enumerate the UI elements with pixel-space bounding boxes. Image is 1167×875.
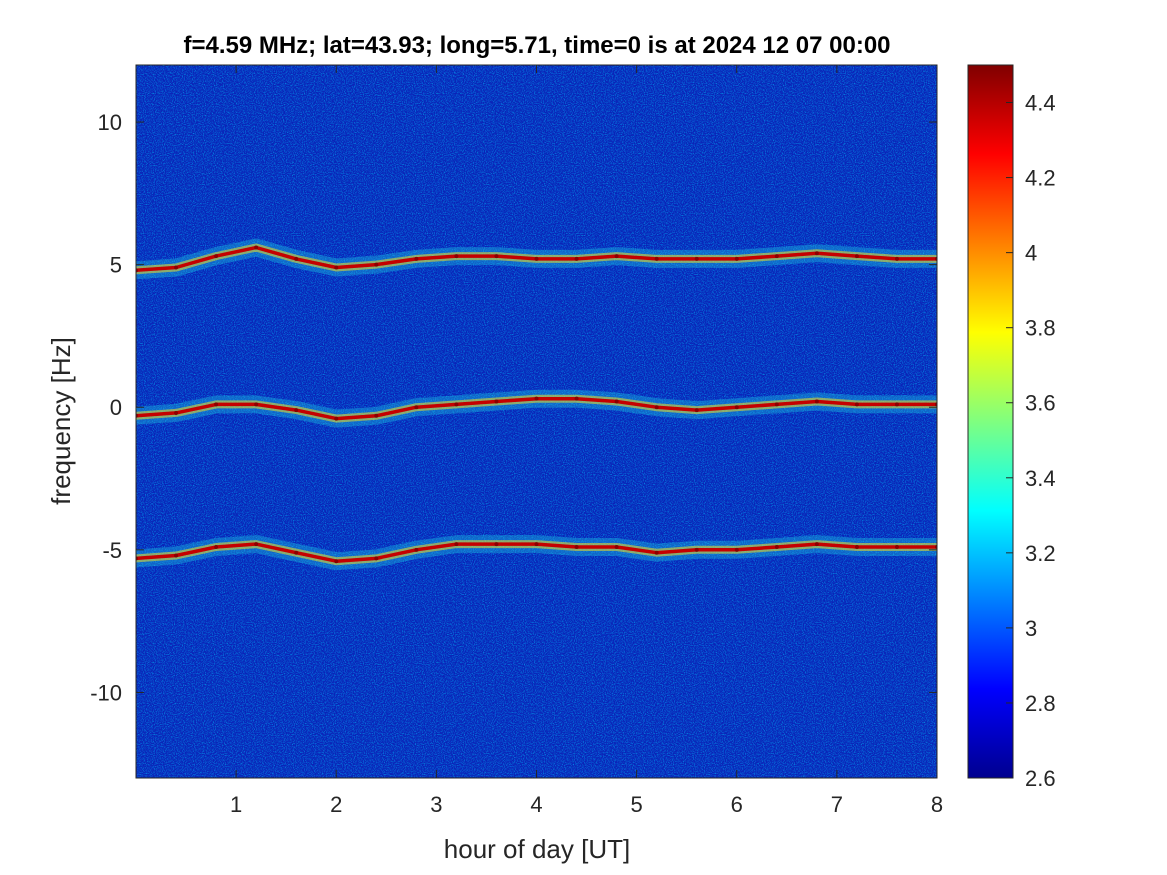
series-1-point [734, 256, 739, 261]
y-tick-label: -5 [102, 538, 122, 563]
plot-area [135, 64, 938, 779]
y-tick-label: 5 [110, 253, 122, 278]
colorbar: 4.4 4.2 4 3.8 3.6 3.4 3.2 3 2.8 2.6 [967, 64, 1056, 791]
x-tick-label: 7 [831, 792, 843, 817]
series-0-point [814, 399, 819, 404]
series-0-point [414, 405, 419, 410]
series-2-point [294, 550, 299, 555]
x-tick-label: 3 [430, 792, 442, 817]
series-1-point [534, 256, 539, 261]
x-tick-label: 6 [731, 792, 743, 817]
x-tick-label: 5 [631, 792, 643, 817]
series-2-point [214, 544, 219, 549]
series-0-point [654, 405, 659, 410]
series-1-point [614, 254, 619, 259]
series-0-point [854, 402, 859, 407]
series-0-point [214, 402, 219, 407]
series-0-point [614, 399, 619, 404]
plot-noise-texture [136, 65, 937, 778]
series-0-point [334, 416, 339, 421]
x-tick-label: 1 [230, 792, 242, 817]
series-0-point [534, 396, 539, 401]
series-1-point [334, 265, 339, 270]
x-tick-label: 2 [330, 792, 342, 817]
y-tick-label: 0 [110, 395, 122, 420]
series-1-point [374, 262, 379, 267]
series-layer [136, 238, 937, 571]
y-tick-label: -10 [90, 680, 122, 705]
series-2-point [494, 542, 499, 547]
series-0-point [174, 410, 179, 415]
series-0-point [894, 402, 899, 407]
x-axis-label: hour of day [UT] [444, 834, 630, 864]
series-2-point [894, 544, 899, 549]
colorbar-tick-label: 4.2 [1025, 166, 1056, 191]
series-2-point [454, 542, 459, 547]
series-0-point [454, 402, 459, 407]
colorbar-frame [967, 64, 1014, 779]
series-0-point [734, 405, 739, 410]
series-2-point [534, 542, 539, 547]
series-1-point [774, 254, 779, 259]
series-2-point [774, 544, 779, 549]
series-0-point [694, 408, 699, 413]
colorbar-tick-label: 2.6 [1025, 766, 1056, 791]
colorbar-tick-label: 3.4 [1025, 466, 1056, 491]
series-0-point [294, 408, 299, 413]
x-tick-label: 4 [530, 792, 542, 817]
series-2-point [414, 547, 419, 552]
series-2-point [614, 544, 619, 549]
series-2-point [334, 559, 339, 564]
colorbar-ticks: 4.4 4.2 4 3.8 3.6 3.4 3.2 3 2.8 2.6 [1006, 91, 1056, 791]
series-0-point [574, 396, 579, 401]
series-1-point [454, 254, 459, 259]
series-1-point [294, 256, 299, 261]
y-axis: 10 5 0 -5 -10 [90, 110, 937, 705]
series-1-point [574, 256, 579, 261]
colorbar-gradient [968, 65, 1013, 778]
chart-title: f=4.59 MHz; lat=43.93; long=5.71, time=0… [183, 32, 890, 59]
colorbar-tick-label: 2.8 [1025, 691, 1056, 716]
series-2-point [654, 550, 659, 555]
series-0-point [774, 402, 779, 407]
y-axis-label: frequency [Hz] [46, 337, 76, 505]
colorbar-tick-label: 3.6 [1025, 391, 1056, 416]
series-0-point [254, 402, 259, 407]
series-1-point [254, 245, 259, 250]
series-2-point [734, 547, 739, 552]
colorbar-tick-label: 4 [1025, 241, 1037, 266]
colorbar-tick-label: 3.2 [1025, 541, 1056, 566]
colorbar-tick-label: 4.4 [1025, 91, 1056, 116]
y-tick-label: 10 [98, 110, 122, 135]
series-0-point [494, 399, 499, 404]
series-1-point [854, 254, 859, 259]
colorbar-tick-label: 3 [1025, 616, 1037, 641]
series-2-point [374, 556, 379, 561]
series-2-point [814, 542, 819, 547]
colorbar-tick-label: 3.8 [1025, 316, 1056, 341]
series-1-point [214, 254, 219, 259]
series-0-point [374, 413, 379, 418]
series-2-point [854, 544, 859, 549]
series-1-point [494, 254, 499, 259]
series-1-point [654, 256, 659, 261]
series-1-point [414, 256, 419, 261]
series-1-point [814, 251, 819, 256]
series-2-point [574, 544, 579, 549]
series-2-point [694, 547, 699, 552]
series-1-point [894, 256, 899, 261]
series-1-point [694, 256, 699, 261]
series-2-point [174, 553, 179, 558]
x-axis: 1 2 3 4 5 6 7 8 [230, 65, 943, 817]
x-tick-label: 8 [931, 792, 943, 817]
series-2-point [254, 542, 259, 547]
series-1-point [174, 265, 179, 270]
